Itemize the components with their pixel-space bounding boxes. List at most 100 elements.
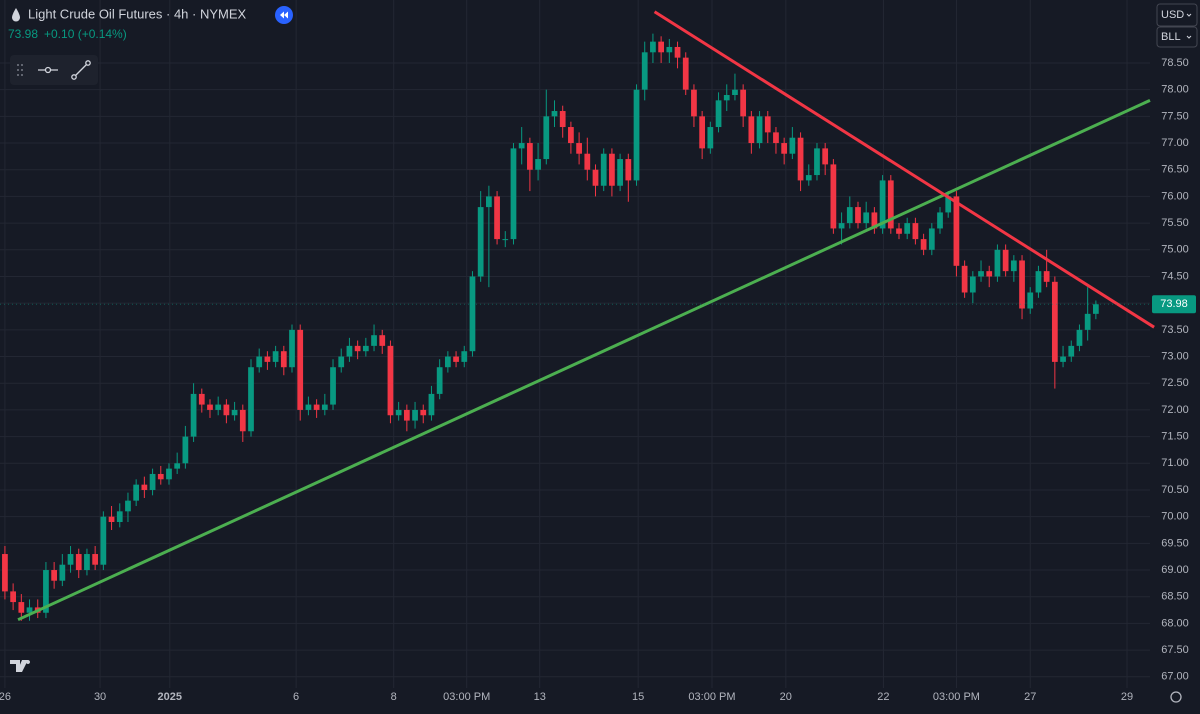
candle-body [600, 153, 607, 186]
candle-body [871, 212, 878, 229]
candle-body [658, 41, 664, 53]
candle-body [166, 468, 172, 480]
candle-body [650, 41, 656, 53]
trend-line-tool[interactable] [71, 60, 91, 80]
currency-select[interactable] [1156, 3, 1198, 27]
unit-select[interactable] [1156, 26, 1198, 48]
candle-body [313, 404, 320, 410]
candle-body [18, 602, 25, 613]
candle-body [453, 356, 459, 362]
candle-body [1010, 260, 1017, 272]
candle-body [855, 207, 861, 224]
candle-body [1043, 271, 1050, 282]
candle-body [682, 57, 689, 90]
candle-body [321, 404, 328, 410]
candle-body [1051, 281, 1058, 362]
candle-body [945, 196, 952, 213]
candle-body [477, 207, 484, 277]
candle-body [781, 143, 788, 154]
x-tick-label: 27 [1024, 691, 1036, 703]
candle-body [896, 228, 902, 234]
candle-body [641, 52, 648, 90]
trend-line [17, 98, 1151, 622]
candle-body [691, 89, 697, 117]
candle-body [133, 484, 140, 501]
candle-body [231, 409, 238, 416]
y-tick-label: 72.00 [1161, 404, 1189, 416]
candle-body [1019, 260, 1025, 309]
y-tick-label: 75.50 [1161, 217, 1189, 229]
candle-body [354, 345, 361, 352]
candle-body [1027, 292, 1034, 309]
x-tick-label: 26 [0, 691, 11, 703]
candle-body [108, 516, 115, 523]
candle-body [75, 554, 82, 571]
candle-body [428, 393, 435, 416]
candle-body [2, 554, 8, 592]
y-tick-label: 78.00 [1161, 84, 1189, 96]
y-tick-label: 69.00 [1161, 564, 1189, 576]
trend-line [653, 10, 1155, 329]
candle-body [280, 351, 287, 368]
candle-body [502, 239, 509, 241]
replay-icon [280, 11, 288, 19]
candle-body [789, 137, 796, 154]
candle-body [723, 95, 730, 101]
candle-body [461, 351, 468, 362]
candle-body [362, 345, 369, 352]
candle-body [346, 345, 353, 357]
y-tick-label: 76.00 [1161, 190, 1189, 202]
candle-body [994, 249, 1001, 277]
candle-body [625, 159, 632, 181]
candle-body [805, 175, 812, 181]
y-tick-label: 77.00 [1161, 137, 1189, 149]
unit: BLL [1161, 31, 1181, 43]
y-tick-label: 76.50 [1161, 164, 1189, 176]
candle-body [43, 570, 49, 613]
candle-body [732, 89, 738, 96]
toolbar-grip [17, 64, 23, 76]
candle-body [305, 404, 312, 410]
candle-body [387, 345, 394, 416]
horizontal-line-tool[interactable] [38, 66, 58, 74]
candle-body [887, 180, 894, 229]
candle-body [207, 404, 213, 410]
x-tick-label: 30 [94, 691, 106, 703]
x-tick-label: 2025 [158, 691, 182, 703]
candle-body [846, 207, 853, 224]
candle-body [51, 570, 58, 581]
candle-body [633, 89, 640, 181]
y-tick-label: 71.50 [1161, 431, 1189, 443]
candle-body [1084, 313, 1091, 330]
settings-button[interactable] [1170, 691, 1182, 703]
candle-body [715, 100, 722, 128]
y-tick-label: 67.00 [1161, 671, 1189, 683]
last-price-tag [1152, 295, 1196, 314]
candle-body [26, 607, 33, 613]
x-tick-label: 6 [293, 691, 299, 703]
candle-body [215, 404, 222, 410]
candle-body [420, 409, 427, 416]
candle-body [125, 500, 131, 512]
candle-body [494, 196, 500, 240]
y-tick-label: 73.50 [1161, 324, 1189, 336]
x-tick-label: 8 [391, 691, 397, 703]
candle-body [289, 329, 295, 368]
candle-body [904, 223, 911, 234]
candle-body [748, 116, 755, 144]
y-tick-label: 78.50 [1161, 57, 1189, 69]
candle-body [928, 228, 935, 250]
y-tick-label: 75.00 [1161, 244, 1189, 256]
y-tick-label: 70.50 [1161, 484, 1189, 496]
candle-body [740, 89, 747, 117]
dropdown-arrows [1186, 13, 1192, 39]
currency: USD [1161, 9, 1184, 21]
candle-body [822, 148, 829, 165]
candle-body [248, 367, 254, 432]
y-tick-label: 73.00 [1161, 350, 1189, 362]
candle-body [264, 356, 271, 362]
logo [10, 660, 31, 672]
candle-body [444, 356, 451, 368]
candle-body [592, 169, 599, 186]
candle-body [666, 46, 673, 53]
